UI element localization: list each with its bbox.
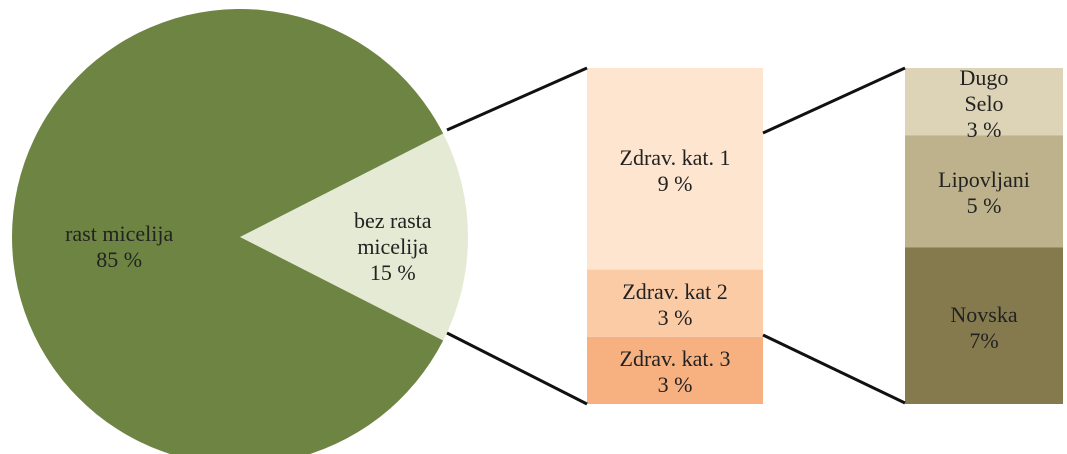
category-label: Zdrav. kat. 3 (619, 346, 731, 372)
bar-segment (587, 336, 763, 404)
value-label: 3 % (657, 305, 693, 331)
connector (762, 66, 906, 135)
category-label: Dugo Selo (959, 64, 1009, 116)
pie-slice (240, 133, 468, 341)
bar-segment (905, 247, 1063, 404)
connector (446, 331, 588, 406)
bar-segment (587, 68, 763, 270)
bar-segment (905, 135, 1063, 248)
category-label: Lipovljani (938, 167, 1030, 193)
slice-label: bez rasta micelija 15 % (323, 208, 463, 286)
slice-label: Lipovljani 5 % (938, 167, 1030, 219)
bar-segment (587, 269, 763, 337)
pie-slice (12, 9, 444, 454)
category-label: Zdrav. kat. 1 (619, 144, 731, 170)
value-label: 3 % (657, 372, 693, 398)
bar-segment (905, 68, 1063, 136)
slice-label: rast micelija 85 % (65, 221, 173, 273)
category-label: bez rasta micelija (353, 208, 432, 259)
category-label: rast micelija (65, 221, 174, 246)
value-label: 85 % (96, 247, 143, 272)
value-label: 7% (969, 327, 999, 353)
category-label: Novska (950, 301, 1018, 327)
slice-label: Novska 7% (950, 302, 1017, 354)
slice-label: Dugo Selo 3 % (943, 65, 1026, 143)
value-label: 5 % (966, 193, 1002, 219)
value-label: 3 % (966, 116, 1002, 142)
value-label: 15 % (369, 260, 416, 285)
connector (446, 66, 588, 132)
connector (762, 333, 906, 405)
category-label: Zdrav. kat 2 (622, 279, 728, 305)
value-label: 9 % (657, 170, 693, 196)
